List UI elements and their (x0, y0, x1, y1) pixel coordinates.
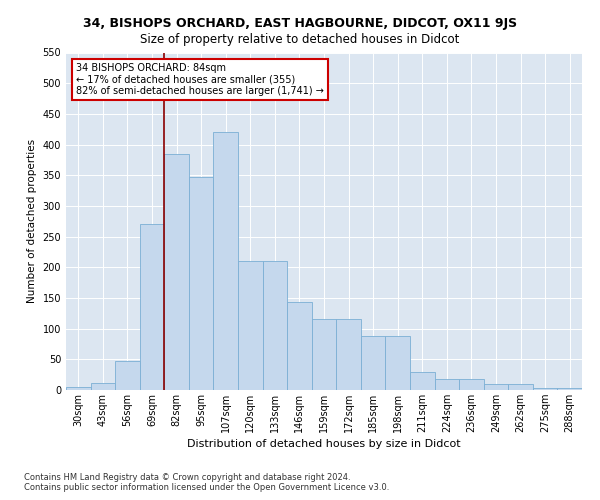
Bar (189, 177, 214, 390)
Bar (115, 360, 140, 390)
Bar (312, 320, 336, 390)
Bar (410, 372, 434, 390)
Text: 34 BISHOPS ORCHARD: 84sqm
← 17% of detached houses are smaller (355)
82% of semi: 34 BISHOPS ORCHARD: 84sqm ← 17% of detac… (76, 62, 324, 96)
Bar (459, 379, 484, 390)
Bar (484, 384, 508, 390)
Bar (434, 379, 459, 390)
Bar (164, 154, 189, 390)
Bar (140, 224, 164, 390)
Bar (91, 382, 115, 390)
Bar (336, 320, 361, 390)
Bar (557, 388, 582, 390)
Bar (533, 388, 557, 390)
Bar (66, 387, 91, 390)
Bar (508, 384, 533, 390)
Text: 34, BISHOPS ORCHARD, EAST HAGBOURNE, DIDCOT, OX11 9JS: 34, BISHOPS ORCHARD, EAST HAGBOURNE, DID… (83, 18, 517, 30)
X-axis label: Distribution of detached houses by size in Didcot: Distribution of detached houses by size … (187, 439, 461, 449)
Bar (214, 132, 238, 390)
Text: Size of property relative to detached houses in Didcot: Size of property relative to detached ho… (140, 32, 460, 46)
Bar (287, 302, 312, 390)
Bar (385, 336, 410, 390)
Text: Contains HM Land Registry data © Crown copyright and database right 2024.
Contai: Contains HM Land Registry data © Crown c… (24, 473, 389, 492)
Y-axis label: Number of detached properties: Number of detached properties (27, 139, 37, 304)
Bar (263, 261, 287, 390)
Bar (361, 336, 385, 390)
Bar (238, 261, 263, 390)
